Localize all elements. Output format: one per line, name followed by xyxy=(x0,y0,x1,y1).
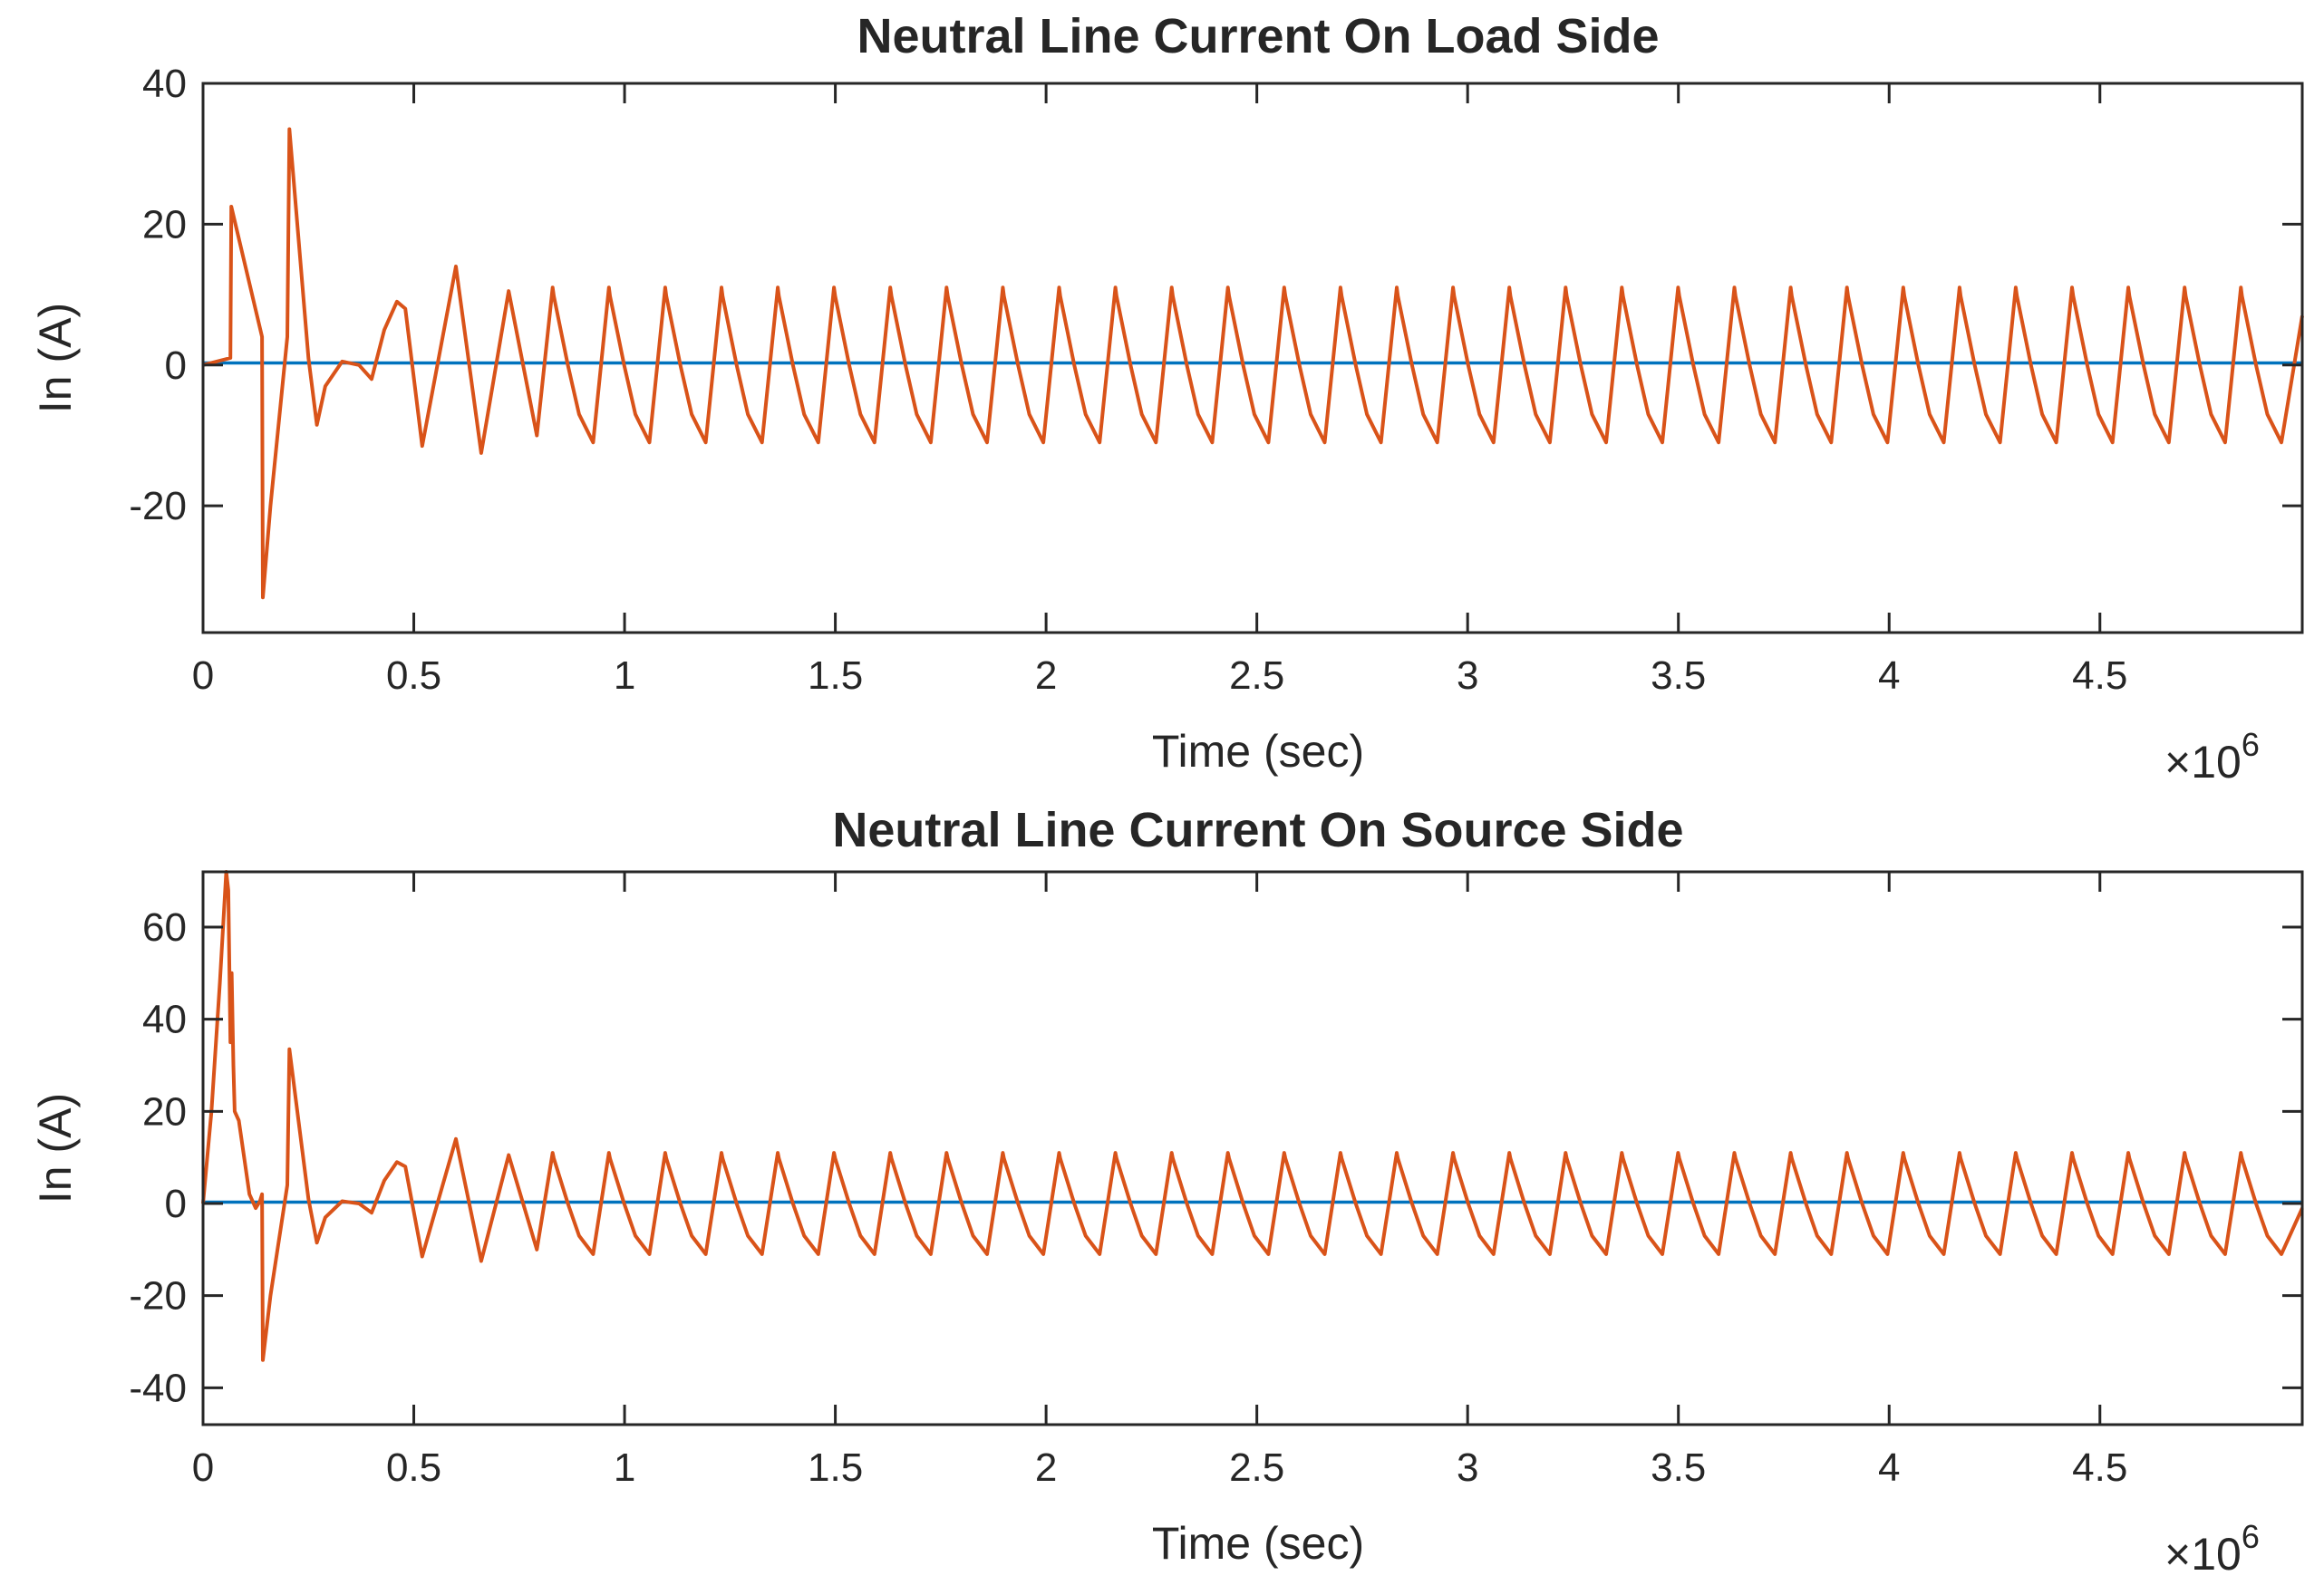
y-tick-label: -20 xyxy=(129,1274,187,1319)
x-axis-label: Time (sec) xyxy=(1152,1518,1364,1569)
x-tick-label: 3 xyxy=(1457,653,1478,698)
x-exponent-power: 6 xyxy=(2242,726,2260,763)
axes-box xyxy=(201,870,2304,1426)
y-tick-label: -20 xyxy=(129,484,187,528)
y-tick-label: 20 xyxy=(142,202,187,246)
subplot-load-side: Neutral Line Current On Load Side 0 0.5 1 1… xyxy=(30,9,2304,788)
x-tick-label: 0 xyxy=(192,653,214,698)
x-exponent: ×106 xyxy=(2164,1518,2260,1580)
x-tick-label: 3.5 xyxy=(1651,653,1706,698)
y-tick-label: 20 xyxy=(142,1089,187,1134)
x-tick-label: 3.5 xyxy=(1651,1445,1706,1490)
axes-box xyxy=(201,82,2304,634)
x-tick-label: 4.5 xyxy=(2072,653,2127,698)
plot-lines xyxy=(201,870,2304,1362)
x-axis-label: Time (sec) xyxy=(1152,726,1364,777)
x-tick-label: 1 xyxy=(614,653,635,698)
x-exponent-base: ×10 xyxy=(2164,737,2242,788)
y-axis-label: In (A) xyxy=(30,1093,81,1204)
series-line-current xyxy=(202,127,2304,600)
x-exponent: ×106 xyxy=(2164,726,2260,788)
y-tick-label: 40 xyxy=(142,62,187,106)
y-tick-label: 0 xyxy=(165,1182,187,1226)
y-tick-label: 60 xyxy=(142,905,187,950)
y-tick-label: 40 xyxy=(142,998,187,1042)
x-exponent-base: ×10 xyxy=(2164,1529,2242,1580)
chart-title: Neutral Line Current On Source Side xyxy=(832,803,1683,857)
x-tick-label: 0.5 xyxy=(386,1445,441,1490)
subplot-source-side: Neutral Line Current On Source Side 0 0.5… xyxy=(30,803,2304,1580)
y-tick-label: 0 xyxy=(165,343,187,388)
plot-lines xyxy=(202,127,2304,600)
y-ticks: -40 -20 0 20 40 60 xyxy=(129,905,2302,1410)
x-tick-label: 0 xyxy=(192,1445,214,1490)
y-ticks: -20 0 20 40 xyxy=(129,62,2302,528)
x-tick-label: 2.5 xyxy=(1229,1445,1284,1490)
x-ticks: 0 0.5 1 1.5 2 2.5 3 3.5 4 4.5 xyxy=(192,872,2127,1490)
x-tick-label: 1.5 xyxy=(808,653,863,698)
x-tick-label: 4.5 xyxy=(2072,1445,2127,1490)
y-axis-label: In (A) xyxy=(30,303,81,413)
x-tick-label: 0.5 xyxy=(386,653,441,698)
x-tick-label: 2 xyxy=(1035,653,1057,698)
series-line-current xyxy=(201,870,2304,1362)
x-tick-label: 1.5 xyxy=(808,1445,863,1490)
x-ticks: 0 0.5 1 1.5 2 2.5 3 3.5 4 4.5 xyxy=(192,83,2127,698)
x-tick-label: 4 xyxy=(1878,1445,1900,1490)
x-exponent-power: 6 xyxy=(2242,1518,2260,1555)
x-tick-label: 2 xyxy=(1035,1445,1057,1490)
y-tick-label: -40 xyxy=(129,1366,187,1410)
chart-title: Neutral Line Current On Load Side xyxy=(857,9,1659,63)
x-tick-label: 4 xyxy=(1878,653,1900,698)
x-tick-label: 3 xyxy=(1457,1445,1478,1490)
x-tick-label: 2.5 xyxy=(1229,653,1284,698)
x-tick-label: 1 xyxy=(614,1445,635,1490)
